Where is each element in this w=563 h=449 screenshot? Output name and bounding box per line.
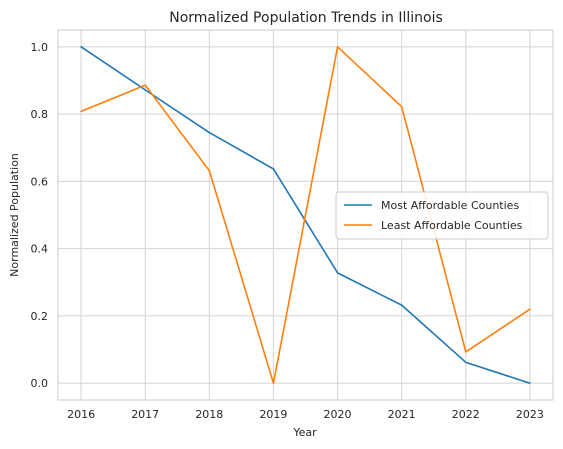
legend-label: Most Affordable Counties bbox=[381, 199, 519, 212]
x-tick-label: 2020 bbox=[324, 408, 352, 421]
legend-label: Least Affordable Counties bbox=[381, 219, 523, 232]
x-tick-label: 2017 bbox=[131, 408, 159, 421]
series-line-2 bbox=[80, 46, 531, 384]
x-tick-label: 2019 bbox=[259, 408, 287, 421]
y-axis-label: Normalized Population bbox=[8, 153, 21, 277]
series-line-1 bbox=[80, 46, 531, 384]
y-tick-label: 0.4 bbox=[31, 243, 49, 256]
plot-frame bbox=[57, 29, 554, 401]
x-tick-label: 2023 bbox=[516, 408, 544, 421]
x-tick-label: 2016 bbox=[67, 408, 95, 421]
y-tick-label: 1.0 bbox=[31, 41, 49, 54]
series-lines bbox=[80, 46, 531, 384]
y-tick-label: 0.0 bbox=[31, 377, 49, 390]
y-tick-label: 0.6 bbox=[31, 175, 49, 188]
x-tick-label: 2022 bbox=[452, 408, 480, 421]
chart-title: Normalized Population Trends in Illinois bbox=[169, 10, 443, 26]
x-ticks: 2016 2017 2018 2019 2020 2021 2022 2023 bbox=[67, 408, 544, 421]
x-tick-label: 2021 bbox=[388, 408, 416, 421]
y-ticks: 0.0 0.2 0.4 0.6 0.8 1.0 bbox=[31, 41, 49, 390]
legend-box bbox=[335, 191, 549, 240]
legend: Most Affordable Counties Least Affordable… bbox=[335, 191, 549, 240]
y-tick-label: 0.2 bbox=[31, 310, 49, 323]
y-tick-label: 0.8 bbox=[31, 108, 49, 121]
x-axis-label: Year bbox=[292, 426, 317, 439]
x-tick-label: 2018 bbox=[195, 408, 223, 421]
